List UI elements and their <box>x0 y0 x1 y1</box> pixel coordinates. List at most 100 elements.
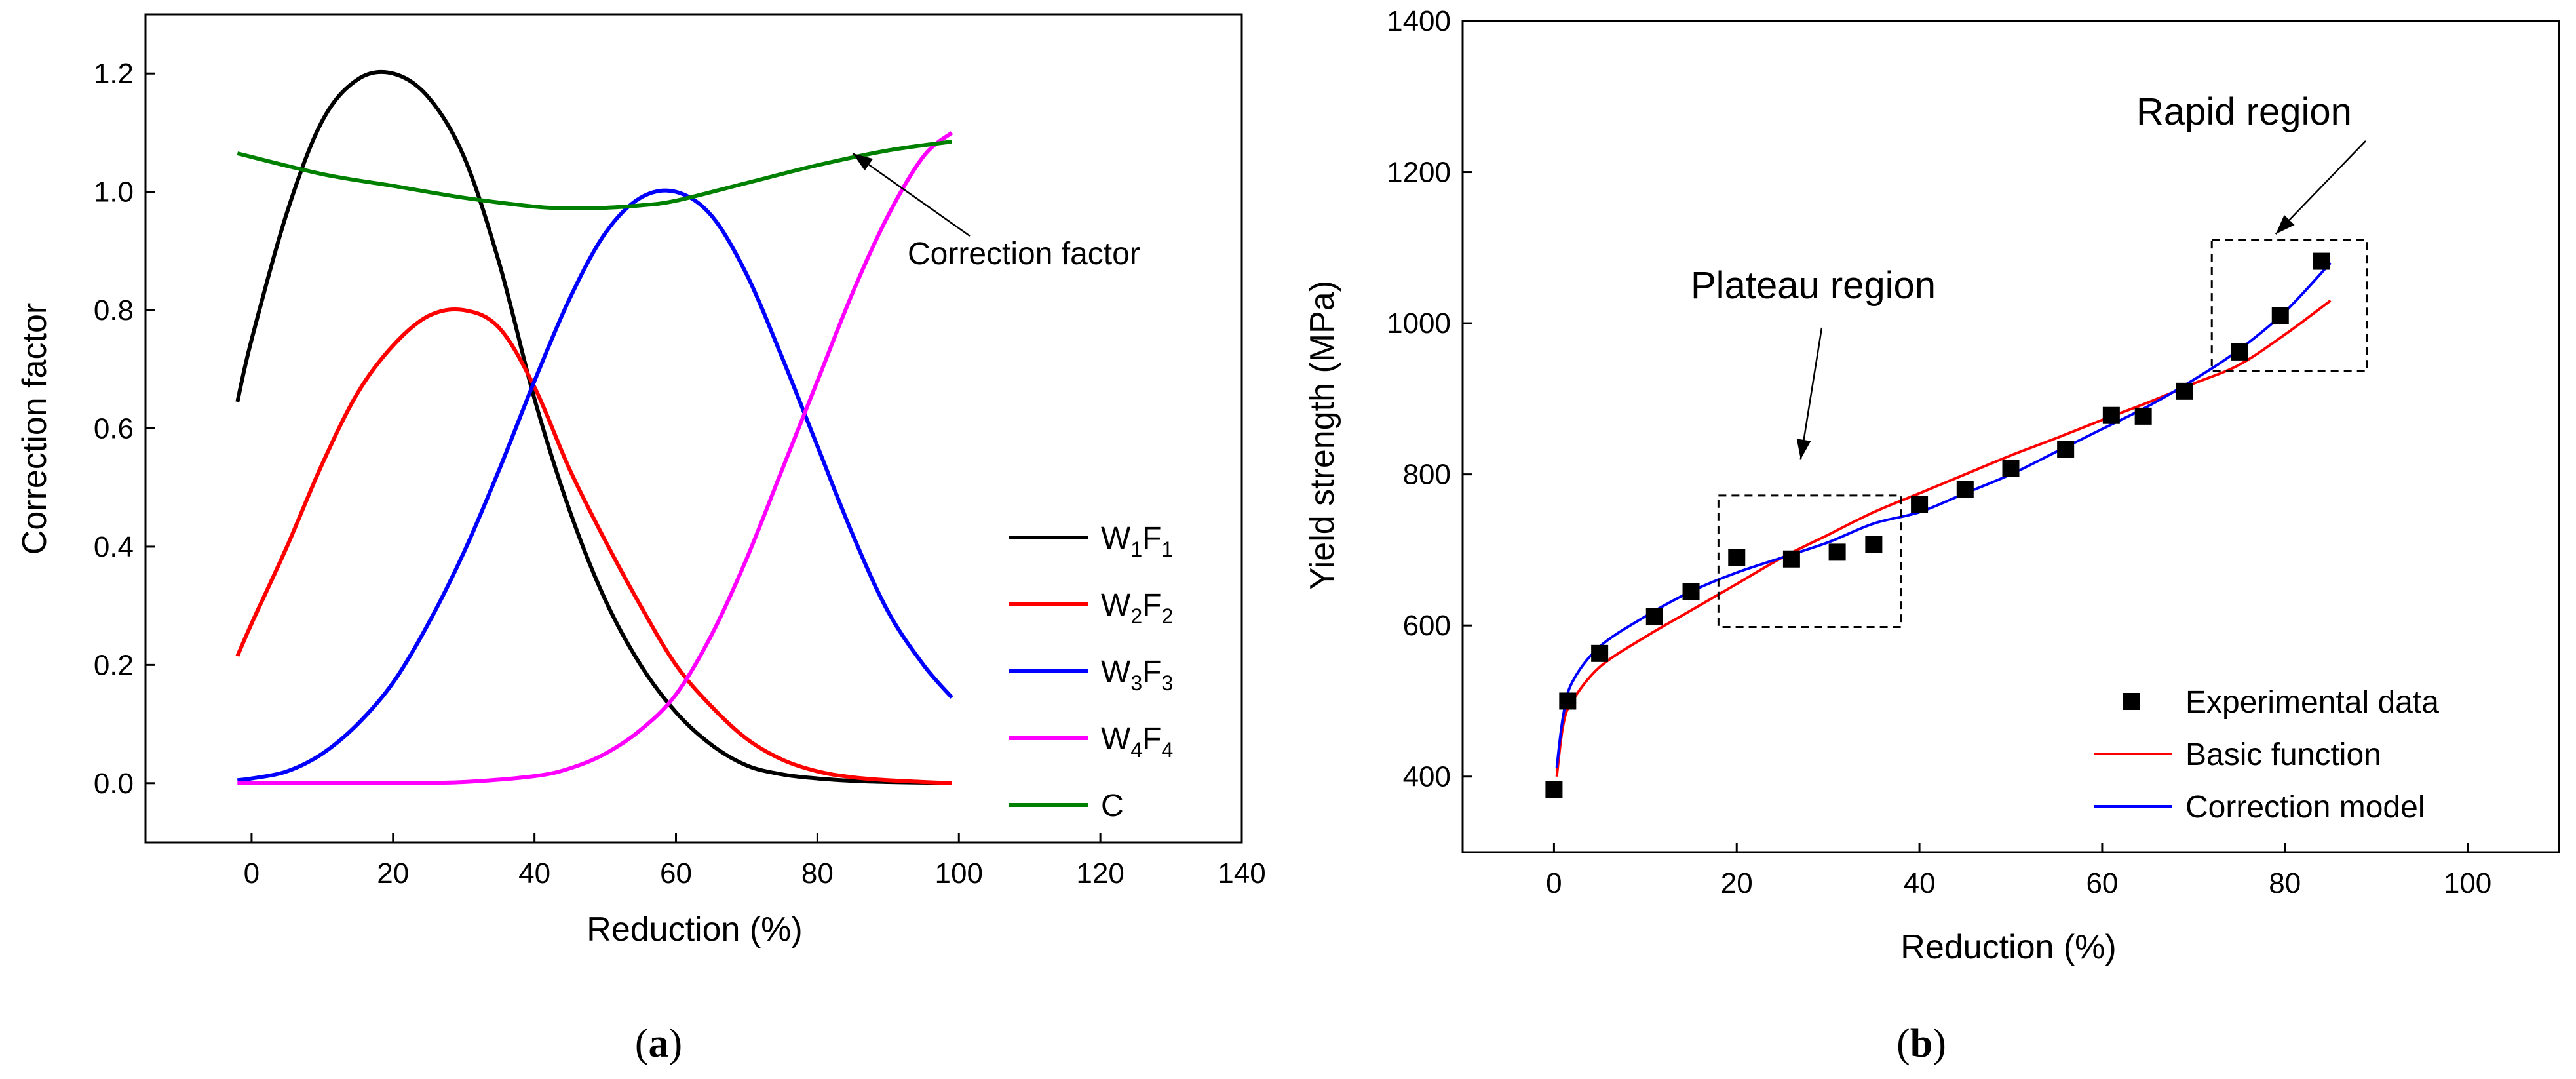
x-tick-label: 20 <box>1721 867 1753 899</box>
panel-a-caption: (a) <box>635 1021 682 1066</box>
y-tick-label: 1.0 <box>94 176 134 208</box>
annotation-box-plateau <box>1717 494 1902 628</box>
legend-subscript: 4 <box>1161 738 1173 762</box>
experimental-data-point <box>2231 343 2248 361</box>
legend-subscript: 2 <box>1130 604 1142 628</box>
legend-text: F <box>1142 521 1161 556</box>
y-tick-label: 0.4 <box>94 531 134 563</box>
x-tick-label: 100 <box>2444 867 2491 899</box>
y-tick-label: 0.8 <box>94 294 134 326</box>
experimental-data-point <box>2102 406 2120 424</box>
experimental-data-point <box>1728 549 1746 566</box>
legend-swatch-experimental-data <box>2123 693 2140 710</box>
experimental-data-point <box>2271 307 2289 324</box>
experimental-data-point <box>1591 644 1609 662</box>
y-axis-label: Correction factor <box>16 303 54 555</box>
x-tick-label: 140 <box>1218 857 1265 890</box>
annotation-arrow-rapid-head <box>2275 214 2295 235</box>
y-tick-label: 600 <box>1403 610 1451 642</box>
y-tick-label: 800 <box>1403 459 1451 491</box>
chart-panel-b: 0 20 40 60 80 100 400 600 800 1000 1200 1400 Reducti… <box>1303 5 2560 966</box>
series-line-w4f4 <box>237 131 953 785</box>
experimental-data-point <box>1911 496 1929 513</box>
plot-frame <box>144 13 1243 844</box>
series-line-correction-model <box>1555 262 2332 768</box>
y-tick-label: 0.6 <box>94 413 134 445</box>
annotation-arrow-plateau-shaft <box>1799 327 1823 460</box>
legend-subscript: 2 <box>1161 604 1173 628</box>
legend-text: F <box>1142 655 1161 690</box>
y-tick-label: 400 <box>1403 761 1451 793</box>
legend-subscript: 3 <box>1130 671 1142 695</box>
legend-subscript: 4 <box>1130 738 1142 762</box>
x-tick-label: 40 <box>1904 867 1936 899</box>
legend-text: W <box>1101 655 1131 690</box>
experimental-data-point <box>2176 382 2193 400</box>
series-line-w1f1 <box>235 69 952 785</box>
legend-subscript: 1 <box>1161 538 1173 561</box>
experimental-data-point <box>2002 460 2020 477</box>
legend-label-experimental-data: Experimental data <box>2185 685 2439 720</box>
legend-text: W <box>1101 588 1131 623</box>
annotation-plateau-region: Plateau region <box>1691 264 1936 307</box>
annotation-arrow-plateau-head <box>1796 439 1811 460</box>
y-tick-label: 1200 <box>1387 157 1451 189</box>
legend-label-correction-model: Correction model <box>2185 790 2425 825</box>
legend-subscript: 3 <box>1161 671 1173 695</box>
x-axis-label: Reduction (%) <box>586 911 802 949</box>
experimental-data-point <box>2057 441 2075 458</box>
chart-panel-a: 0 20 40 60 80 100 120 140 0.0 0.2 0.4 0.6 0.8 1.0 1.2 R… <box>16 13 1266 949</box>
experimental-data-point <box>1828 543 1846 561</box>
x-tick-label: 20 <box>377 857 409 890</box>
x-tick-label: 40 <box>518 857 550 890</box>
legend-text: W <box>1101 722 1131 756</box>
x-tick-label: 60 <box>2086 867 2118 899</box>
experimental-data-point <box>1865 536 1883 553</box>
legend-text: F <box>1142 722 1161 756</box>
legend-label-basic-function: Basic function <box>2185 737 2381 772</box>
y-tick-label: 1400 <box>1387 5 1451 37</box>
series-line-c <box>237 140 952 210</box>
legend-subscript: 1 <box>1130 538 1142 561</box>
experimental-data-point <box>1956 481 1974 498</box>
annotation-arrow-a-head <box>853 153 874 171</box>
legend-text: W <box>1101 521 1131 556</box>
x-tick-label: 80 <box>2269 867 2301 899</box>
x-tick-label: 120 <box>1076 857 1124 890</box>
legend-text: C <box>1101 789 1124 823</box>
y-axis-label: Yield strength (MPa) <box>1303 281 1341 590</box>
x-tick-label: 80 <box>801 857 834 890</box>
panel-b-caption: (b) <box>1896 1021 1946 1066</box>
x-tick-label: 100 <box>935 857 983 890</box>
experimental-data-point <box>1545 781 1563 798</box>
annotation-arrow-rapid-shaft <box>2275 140 2366 235</box>
experimental-data-point <box>2134 407 2152 425</box>
y-tick-label: 0.0 <box>94 768 134 800</box>
experimental-data-point <box>1559 692 1577 710</box>
annotation-correction-factor: Correction factor <box>908 237 1140 271</box>
annotation-arrow-a-shaft <box>852 152 971 237</box>
y-tick-label: 1.2 <box>94 58 134 90</box>
y-tick-label: 1000 <box>1387 307 1451 340</box>
legend-label-w3f3: W3F3 <box>1101 655 1173 695</box>
legend-label-w1f1: W1F1 <box>1101 521 1173 561</box>
experimental-data-point <box>1682 583 1700 600</box>
legend-label-c: C <box>1101 789 1124 823</box>
series-line-w3f3 <box>237 188 953 783</box>
y-tick-label: 0.2 <box>94 649 134 681</box>
legend-label-w4f4: W4F4 <box>1101 722 1173 762</box>
experimental-data-point <box>2313 252 2330 270</box>
x-tick-label: 0 <box>1546 867 1562 899</box>
annotation-rapid-region: Rapid region <box>2136 90 2352 133</box>
panel-b-letter: b <box>1910 1021 1932 1066</box>
experimental-data-point <box>1782 550 1800 568</box>
x-tick-label: 60 <box>660 857 692 890</box>
series-line-w2f2 <box>235 307 952 785</box>
x-tick-label: 0 <box>244 857 260 890</box>
legend-label-w2f2: W2F2 <box>1101 588 1173 628</box>
panel-a-letter: a <box>649 1021 669 1066</box>
x-axis-label: Reduction (%) <box>1900 928 2116 966</box>
legend-text: F <box>1142 588 1161 623</box>
plot-frame <box>1461 20 2560 853</box>
